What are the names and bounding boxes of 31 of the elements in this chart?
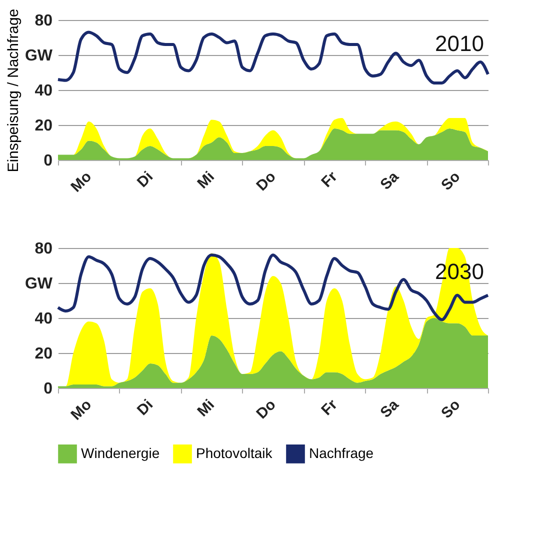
x-tick-label: Fr [318, 396, 341, 419]
line-series [56, 30, 490, 84]
x-tick-label: Di [134, 396, 157, 419]
x-tick-label: Fr [318, 168, 341, 191]
y-tick-label: 40 [34, 310, 53, 328]
legend-label: Photovoltaik [196, 444, 274, 461]
y-axis-title: Einspeisung / Nachfrage [4, 8, 22, 172]
x-tick-label: Do [253, 168, 280, 195]
y-tick-label: GW [24, 276, 54, 292]
x-tick-label: Do [253, 396, 280, 423]
x-tick-label: So [438, 168, 464, 194]
y-tick-label: 80 [34, 240, 53, 258]
x-tick-label: Mi [194, 168, 218, 192]
text: 2010 [435, 31, 484, 56]
x-tick-label: So [438, 396, 464, 422]
y-tick-label: GW [24, 48, 54, 64]
legend-label: Nachfrage [309, 444, 374, 461]
y-tick-label: 80 [34, 12, 53, 30]
y-tick-label: 20 [34, 346, 53, 362]
line-series [56, 254, 490, 322]
x-tick-label: Mi [194, 396, 218, 420]
y-tick-label: 0 [44, 380, 53, 398]
x-tick-label: Di [134, 168, 157, 191]
y-tick-label: 20 [34, 118, 53, 134]
x-tick-label: Mo [68, 396, 96, 424]
x-tick-label: Mo [68, 168, 96, 196]
y-tick-label: 40 [34, 82, 53, 100]
y-tick-label: 0 [44, 152, 53, 170]
legend-label: Windenergie [81, 444, 160, 461]
x-tick-label: Sa [377, 168, 403, 194]
x-tick-label: Sa [377, 396, 403, 422]
